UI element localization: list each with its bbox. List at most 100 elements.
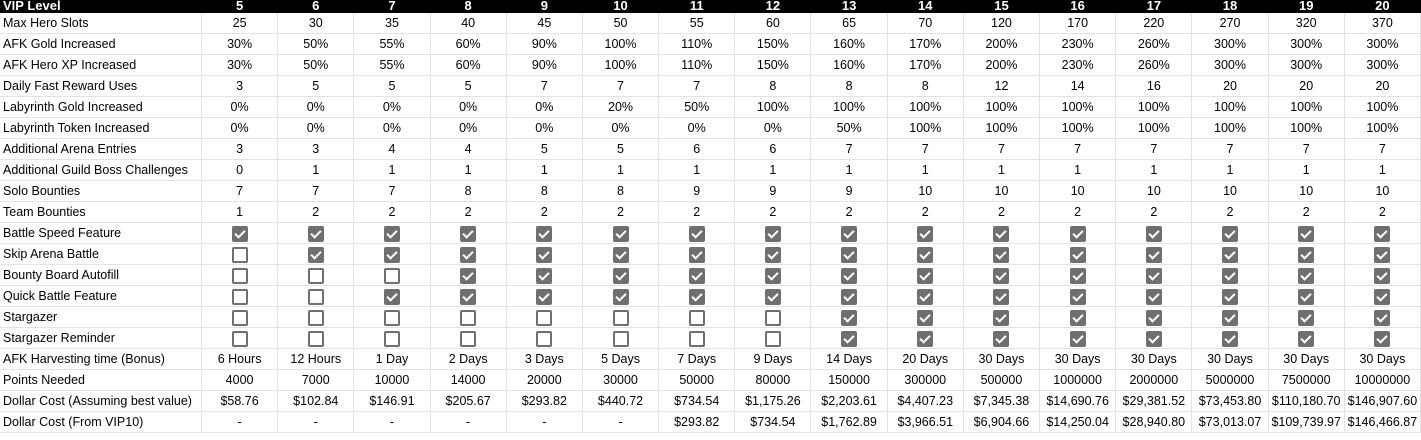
checked-checkbox-icon[interactable] — [764, 246, 781, 263]
data-cell[interactable]: 30 Days — [963, 348, 1041, 370]
data-cell[interactable]: 300% — [1268, 54, 1345, 76]
data-cell[interactable]: $102.84 — [277, 390, 355, 412]
data-cell[interactable]: 300% — [1344, 33, 1421, 55]
checkbox-cell[interactable] — [1344, 285, 1421, 307]
checkbox-cell[interactable] — [734, 264, 812, 286]
checkbox-cell[interactable] — [1268, 285, 1345, 307]
data-cell[interactable]: 1 — [1268, 159, 1345, 181]
checkbox-cell[interactable] — [658, 285, 736, 307]
data-cell[interactable]: $1,762.89 — [810, 411, 888, 433]
checkbox-cell[interactable] — [810, 285, 888, 307]
checkbox-cell[interactable] — [1268, 306, 1345, 328]
data-cell[interactable]: 30 Days — [1268, 348, 1345, 370]
data-cell[interactable]: 12 Hours — [277, 348, 355, 370]
checkbox-cell[interactable] — [1268, 243, 1345, 265]
data-cell[interactable]: 50 — [582, 12, 660, 34]
checked-checkbox-icon[interactable] — [1374, 225, 1391, 242]
checkbox-cell[interactable] — [277, 243, 355, 265]
data-cell[interactable]: 0 — [201, 159, 279, 181]
checked-checkbox-icon[interactable] — [764, 267, 781, 284]
checked-checkbox-icon[interactable] — [1298, 288, 1315, 305]
data-cell[interactable]: 14 — [1039, 75, 1117, 97]
data-cell[interactable]: 2 — [734, 201, 812, 223]
vip-level-header-cell[interactable]: 9 — [506, 0, 583, 13]
data-cell[interactable]: $4,407.23 — [887, 390, 964, 412]
data-cell[interactable]: 7 — [1344, 138, 1421, 160]
checkbox-cell[interactable] — [1344, 222, 1421, 244]
data-cell[interactable]: 220 — [1115, 12, 1193, 34]
data-cell[interactable]: 2 — [1344, 201, 1421, 223]
checkbox-cell[interactable] — [887, 264, 964, 286]
data-cell[interactable]: 10 — [1115, 180, 1193, 202]
data-cell[interactable]: 150000 — [810, 369, 888, 391]
checked-checkbox-icon[interactable] — [307, 246, 324, 263]
data-cell[interactable]: 120 — [963, 12, 1041, 34]
data-cell[interactable]: 10000000 — [1344, 369, 1421, 391]
data-cell[interactable]: 1 — [1039, 159, 1117, 181]
checkbox-cell[interactable] — [1191, 306, 1269, 328]
checkbox-cell[interactable] — [430, 327, 507, 349]
data-cell[interactable]: - — [201, 411, 279, 433]
data-cell[interactable]: 7 — [506, 75, 583, 97]
data-cell[interactable]: 80000 — [734, 369, 812, 391]
checked-checkbox-icon[interactable] — [993, 309, 1010, 326]
vip-level-header-cell[interactable]: 18 — [1191, 0, 1269, 13]
data-cell[interactable]: 3 — [277, 138, 355, 160]
data-cell[interactable]: 1 — [277, 159, 355, 181]
vip-level-header-cell[interactable]: 11 — [658, 0, 736, 13]
data-cell[interactable]: $73,453.80 — [1191, 390, 1269, 412]
data-cell[interactable]: 300% — [1191, 33, 1269, 55]
data-cell[interactable]: - — [430, 411, 507, 433]
data-cell[interactable]: 270 — [1191, 12, 1269, 34]
checked-checkbox-icon[interactable] — [1069, 288, 1086, 305]
row-label-cell[interactable]: AFK Gold Increased — [0, 33, 202, 55]
checkbox-cell[interactable] — [353, 222, 431, 244]
checkbox-cell[interactable] — [506, 222, 583, 244]
data-cell[interactable]: 7 — [277, 180, 355, 202]
data-cell[interactable]: $110,180.70 — [1268, 390, 1345, 412]
data-cell[interactable]: $29,381.52 — [1115, 390, 1193, 412]
data-cell[interactable]: $440.72 — [582, 390, 660, 412]
checked-checkbox-icon[interactable] — [841, 330, 858, 347]
data-cell[interactable]: 1 — [658, 159, 736, 181]
data-cell[interactable]: 30% — [201, 54, 279, 76]
checked-checkbox-icon[interactable] — [536, 225, 553, 242]
data-cell[interactable]: 2 — [1191, 201, 1269, 223]
checkbox-cell[interactable] — [1344, 306, 1421, 328]
checkbox-cell[interactable] — [582, 285, 660, 307]
data-cell[interactable]: 0% — [201, 117, 279, 139]
data-cell[interactable]: 1 — [506, 159, 583, 181]
checked-checkbox-icon[interactable] — [1222, 288, 1239, 305]
data-cell[interactable]: $293.82 — [506, 390, 583, 412]
data-cell[interactable]: 110% — [658, 54, 736, 76]
data-cell[interactable]: 20 — [1344, 75, 1421, 97]
checked-checkbox-icon[interactable] — [1298, 309, 1315, 326]
checked-checkbox-icon[interactable] — [1222, 225, 1239, 242]
data-cell[interactable]: 3 Days — [506, 348, 583, 370]
data-cell[interactable]: 30000 — [582, 369, 660, 391]
data-cell[interactable]: 110% — [658, 33, 736, 55]
checkbox-cell[interactable] — [582, 306, 660, 328]
row-label-cell[interactable]: Stargazer Reminder — [0, 327, 202, 349]
checkbox-cell[interactable] — [430, 285, 507, 307]
data-cell[interactable]: 2000000 — [1115, 369, 1193, 391]
data-cell[interactable]: 45 — [506, 12, 583, 34]
data-cell[interactable]: 60 — [734, 12, 812, 34]
data-cell[interactable]: $6,904.66 — [963, 411, 1041, 433]
vip-level-header-cell[interactable]: 16 — [1039, 0, 1117, 13]
checkbox-cell[interactable] — [353, 327, 431, 349]
checkbox-cell[interactable] — [353, 306, 431, 328]
unchecked-checkbox-icon[interactable] — [764, 330, 781, 347]
data-cell[interactable]: 8 — [582, 180, 660, 202]
unchecked-checkbox-icon[interactable] — [536, 309, 553, 326]
checkbox-cell[interactable] — [1039, 264, 1117, 286]
data-cell[interactable]: 30% — [201, 33, 279, 55]
data-cell[interactable]: 9 — [810, 180, 888, 202]
unchecked-checkbox-icon[interactable] — [688, 330, 705, 347]
data-cell[interactable]: 30 Days — [1115, 348, 1193, 370]
checkbox-cell[interactable] — [506, 306, 583, 328]
data-cell[interactable]: 100% — [1039, 96, 1117, 118]
data-cell[interactable]: 6 Hours — [201, 348, 279, 370]
data-cell[interactable]: 5 Days — [582, 348, 660, 370]
data-cell[interactable]: 2 — [582, 201, 660, 223]
